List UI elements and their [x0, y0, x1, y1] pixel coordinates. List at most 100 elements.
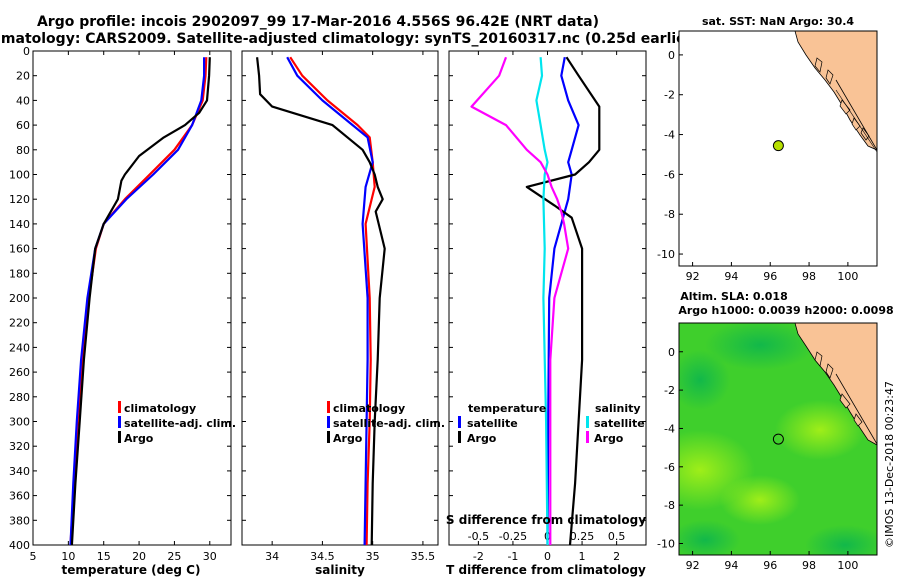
y-tick-label: 340	[9, 465, 30, 478]
legend-t-satellite: satellite	[467, 417, 518, 430]
map-x-tick-label: 92	[686, 559, 700, 572]
x-tick-label: 2	[613, 550, 620, 563]
series-line-argo	[70, 57, 211, 545]
salinity-panel: 34 34.5 35 35.5 salinity climatology satell…	[241, 50, 445, 577]
temperature-axes-frame	[32, 50, 232, 546]
temperature-lines	[69, 57, 211, 545]
salinity-legend: climatology satellite-adj. clim. Argo	[327, 401, 445, 445]
series-line-t-argo	[525, 56, 601, 545]
sla-map-frame	[678, 322, 878, 556]
salinity-lines	[256, 56, 386, 545]
sla-low-patch	[805, 525, 877, 555]
map-x-tick-label: 100	[837, 270, 858, 283]
y-tick-label: 240	[9, 341, 30, 354]
map-x-tick-label: 100	[837, 559, 858, 572]
sst-map-panel: sat. SST: NaN Argo: 30.4 92 94 96 98 100 0 -2 -…	[657, 15, 878, 283]
y-tick-label: 100	[9, 169, 30, 182]
y-tick-label: 200	[9, 292, 30, 305]
legend-swatch-satellite	[327, 416, 330, 428]
series-line-satellite-adj-clim-	[69, 57, 206, 545]
x-tick-label: 1	[579, 550, 586, 563]
sla-high-patch	[720, 475, 800, 525]
legend-s-argo: Argo	[594, 432, 624, 445]
map-y-tick-label: -8	[664, 208, 675, 221]
map-y-tick-label: -8	[664, 499, 675, 512]
salinity-ticks: 34 34.5 35 35.5	[242, 50, 438, 563]
s-difference-label: S difference from climatology	[446, 513, 646, 527]
sla-map-ticks: 92 94 96 98 100 0 -2 -4 -6 -8 -10	[657, 346, 858, 572]
series-line-climatology	[289, 56, 376, 545]
x-tick-label: 20	[132, 550, 146, 563]
temperature-ticks: 0 20 40 60 80 100 120 140 160 180 200 220 240 260 280 3…	[9, 45, 231, 563]
sla-high-patch	[775, 400, 865, 460]
x-tick-label: 25	[167, 550, 181, 563]
island	[853, 413, 863, 427]
map-x-tick-label: 94	[724, 559, 738, 572]
argo-float-marker	[772, 433, 784, 445]
series-line-argo	[256, 57, 386, 545]
x-tick-label: 35	[366, 550, 380, 563]
map-y-tick-label: -10	[657, 248, 675, 261]
map-x-tick-label: 98	[802, 270, 816, 283]
y-tick-label: 20	[16, 70, 30, 83]
y-tick-label: 320	[9, 440, 30, 453]
y-tick-label: 300	[9, 416, 30, 429]
salinity-xlabel: salinity	[315, 563, 365, 577]
series-line-satellite-adj-clim-	[286, 56, 374, 545]
legend-swatch-satellite	[118, 416, 121, 428]
sla-low-patch	[705, 323, 815, 370]
legend-swatch-s-argo	[586, 431, 589, 443]
map-y-tick-label: 0	[668, 346, 675, 359]
temperature-legend-satellite: satellite-adj. clim.	[124, 417, 236, 430]
coastline	[835, 373, 877, 445]
x-tick-label: -1	[507, 550, 518, 563]
y-tick-label: 280	[9, 391, 30, 404]
sst-map-land	[794, 31, 877, 153]
temperature-legend-climatology: climatology	[124, 402, 196, 415]
temperature-legend: climatology satellite-adj. clim. Argo	[118, 401, 236, 445]
salinity-axes-frame	[241, 50, 439, 546]
map-x-tick-label: 96	[763, 270, 777, 283]
x-tick-label: 5	[30, 550, 37, 563]
legend-swatch-climatology	[327, 401, 330, 413]
figure-title-line1: Argo profile: incois 2902097_99 17-Mar-2…	[37, 14, 599, 30]
island	[825, 363, 834, 379]
map-y-tick-label: -4	[664, 129, 675, 142]
map-y-tick-label: -6	[664, 461, 675, 474]
x-tick-label: 34	[265, 550, 279, 563]
coastline	[835, 89, 877, 153]
salinity-legend-argo: Argo	[333, 432, 363, 445]
y-tick-label: 160	[9, 243, 30, 256]
sst-map-title: sat. SST: NaN Argo: 30.4	[702, 15, 854, 28]
map-x-tick-label: 92	[686, 270, 700, 283]
legend-temperature-title: temperature	[468, 402, 546, 415]
s-tick-label: -0.5	[468, 530, 489, 543]
map-x-tick-label: 94	[724, 270, 738, 283]
x-tick-label: 30	[203, 550, 217, 563]
s-tick-label: -0.25	[499, 530, 527, 543]
difference-lines	[470, 56, 601, 545]
map-y-tick-label: -6	[664, 168, 675, 181]
legend-swatch-t-argo	[458, 431, 461, 443]
coastline	[835, 79, 877, 151]
island	[839, 393, 851, 409]
y-tick-label: 60	[16, 119, 30, 132]
sla-map-title-line1: Altim. SLA: 0.018	[680, 290, 787, 303]
sla-low-patch	[679, 520, 740, 555]
argo-float-marker	[772, 140, 784, 152]
legend-swatch-argo	[118, 431, 121, 443]
map-y-tick-label: 0	[668, 49, 675, 62]
sla-low-patch	[679, 350, 730, 410]
legend-swatch-t-satellite	[458, 416, 461, 428]
sla-map-title-line2: Argo h1000: 0.0039 h2000: 0.0098	[678, 304, 893, 317]
imos-watermark: ©IMOS 13-Dec-2018 00:23:47	[883, 381, 896, 548]
x-tick-label: 35.5	[411, 550, 436, 563]
x-tick-label: 15	[97, 550, 111, 563]
y-tick-label: 380	[9, 514, 30, 527]
difference-legend: temperature satellite Argo salinity sate…	[458, 402, 645, 445]
sst-map-ticks: 92 94 96 98 100 0 -2 -4 -6 -8 -10	[657, 49, 858, 283]
legend-swatch-s-satellite	[586, 416, 589, 428]
y-tick-label: 0	[23, 45, 30, 58]
temperature-panel: 0 20 40 60 80 100 120 140 160 180 200 220 240 260 280 3…	[9, 45, 236, 577]
temperature-xlabel: temperature (deg C)	[62, 563, 201, 577]
